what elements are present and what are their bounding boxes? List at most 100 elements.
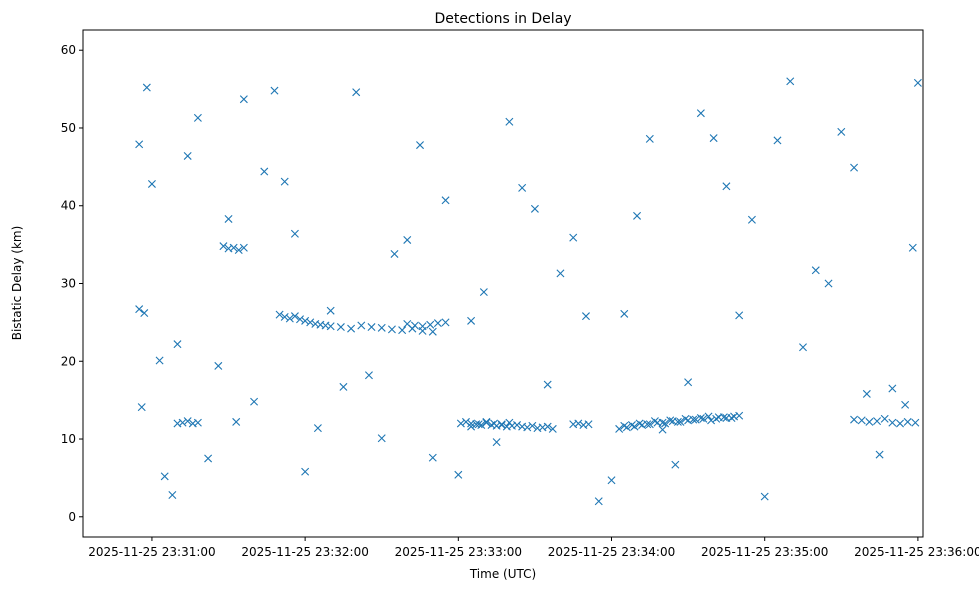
data-point (155, 356, 164, 365)
data-point (862, 389, 871, 398)
data-point (594, 497, 603, 506)
data-point (620, 309, 629, 318)
data-point (676, 417, 685, 426)
data-point (528, 421, 537, 430)
data-point (479, 288, 488, 297)
data-point (635, 419, 644, 428)
data-point (135, 305, 144, 314)
data-point (490, 419, 499, 428)
data-point (773, 136, 782, 145)
data-point (160, 472, 169, 481)
data-point (633, 211, 642, 220)
data-point (903, 417, 912, 426)
data-point (824, 279, 833, 288)
data-point (607, 476, 616, 485)
data-point (387, 325, 396, 334)
data-point (193, 418, 202, 427)
data-point (543, 422, 552, 431)
data-point (873, 417, 882, 426)
data-point (850, 163, 859, 172)
data-point (704, 412, 713, 421)
data-point (398, 326, 407, 335)
data-point (193, 113, 202, 122)
data-point (441, 196, 450, 205)
data-point (410, 321, 419, 330)
x-tick-label: 2025-11-25 23:31:00 (88, 545, 215, 559)
data-point (735, 311, 744, 320)
data-point (645, 420, 654, 429)
data-point (140, 309, 149, 318)
data-point (426, 320, 435, 329)
data-point (719, 413, 728, 422)
data-point (301, 316, 310, 325)
data-point (530, 204, 539, 213)
data-point (722, 182, 731, 191)
data-point (671, 460, 680, 469)
data-point (147, 179, 156, 188)
data-point (135, 140, 144, 149)
x-tick-label: 2025-11-25 23:32:00 (241, 545, 368, 559)
x-tick-label: 2025-11-25 23:35:00 (701, 545, 828, 559)
data-point (684, 378, 693, 387)
x-tick-label: 2025-11-25 23:34:00 (548, 545, 675, 559)
x-tick-label: 2025-11-25 23:36:00 (854, 545, 979, 559)
data-point (390, 249, 399, 258)
data-point (505, 418, 514, 427)
data-point (275, 310, 284, 319)
data-point (313, 424, 322, 433)
data-point (168, 491, 177, 499)
data-point (865, 417, 874, 426)
data-point (786, 77, 795, 86)
data-point (569, 233, 578, 242)
x-axis: 2025-11-25 23:31:00 2025-11-25 23:32:00 20… (88, 537, 979, 559)
data-point (888, 384, 897, 393)
data-point (224, 214, 233, 223)
data-point (280, 312, 289, 321)
data-point (403, 235, 412, 244)
data-point (467, 316, 476, 325)
data-point (339, 382, 348, 391)
data-point (681, 414, 690, 423)
data-point (364, 371, 373, 380)
data-point (901, 400, 910, 409)
data-point (666, 416, 675, 425)
y-tick-label: 10 (61, 432, 76, 446)
data-point (799, 343, 807, 352)
data-point (747, 215, 756, 224)
data-point (850, 415, 859, 424)
chart-title: Detections in Delay (434, 11, 571, 27)
data-point (691, 415, 700, 424)
data-point (699, 414, 708, 423)
data-point (811, 266, 820, 275)
data-point (696, 109, 705, 118)
data-point (615, 424, 624, 433)
data-point (280, 177, 289, 186)
data-point (403, 319, 412, 328)
x-axis-label: Time (UTC) (469, 567, 536, 581)
data-point (543, 380, 552, 389)
data-point (505, 117, 514, 126)
data-point (673, 417, 682, 426)
data-point (173, 340, 182, 349)
data-point (416, 141, 425, 150)
data-point (474, 420, 483, 429)
data-point (137, 403, 146, 412)
data-point (908, 243, 917, 252)
data-point (204, 454, 213, 463)
data-point (712, 414, 721, 423)
data-point (367, 323, 376, 332)
y-tick-label: 50 (61, 121, 76, 135)
data-point (142, 83, 151, 92)
data-point (620, 421, 629, 430)
data-point (336, 323, 345, 332)
data-point (250, 397, 259, 406)
data-point (661, 419, 670, 428)
data-point (441, 318, 450, 327)
data-point (214, 361, 223, 370)
y-tick-label: 40 (61, 199, 76, 213)
data-point (650, 417, 659, 426)
data-point (896, 419, 905, 428)
data-point (306, 318, 315, 327)
data-point (433, 319, 442, 328)
